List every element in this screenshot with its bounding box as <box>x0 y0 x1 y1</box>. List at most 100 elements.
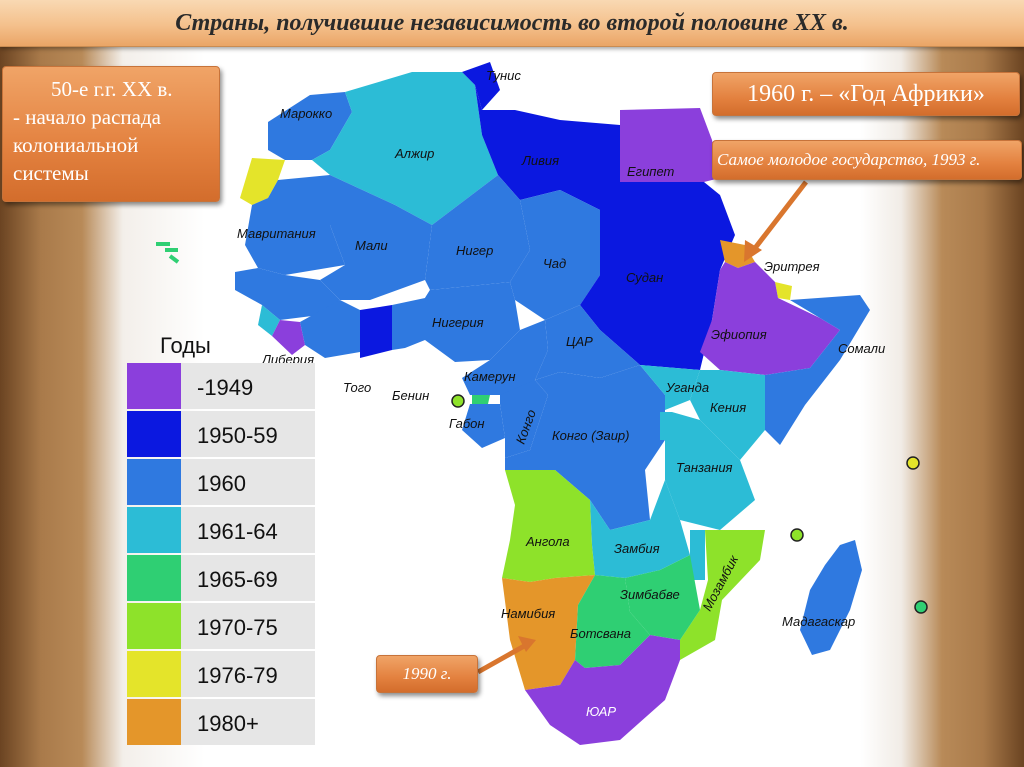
label-algeria: Алжир <box>394 146 434 161</box>
region-algeria <box>312 72 498 225</box>
label-ethiopia: Эфиопия <box>711 327 767 342</box>
label-namibia: Намибия <box>501 606 555 621</box>
label-mauritania: Мавритания <box>237 226 316 241</box>
legend-swatch <box>127 459 181 505</box>
arrow-to-namibia <box>476 642 528 675</box>
label-zambia: Замбия <box>614 541 660 556</box>
region-nigeria <box>425 282 520 362</box>
label-morocco: Марокко <box>280 106 332 121</box>
legend-label: 1970-75 <box>197 615 278 640</box>
region-namibia <box>502 575 595 690</box>
region-sierra-leone <box>258 305 280 336</box>
region-mauritius <box>914 600 928 614</box>
legend-label: 1980+ <box>197 711 259 736</box>
arrow-to-eritrea <box>750 180 808 254</box>
region-angola <box>502 470 595 582</box>
region-equatorial-guinea <box>472 395 490 404</box>
label-sudan: Судан <box>626 270 663 285</box>
label-togo: Того <box>343 380 371 395</box>
callout-africa-year-text: 1960 г. – «Год Африки» <box>747 80 985 107</box>
region-sao-tome <box>451 394 465 408</box>
region-chad <box>510 190 600 320</box>
title-bar: Страны, получившие независимость во втор… <box>0 0 1024 47</box>
legend-swatch <box>127 699 181 745</box>
region-niger <box>425 175 530 290</box>
region-egypt <box>620 108 720 182</box>
legend-label-bg <box>181 363 315 409</box>
region-sudan <box>580 182 735 370</box>
page-title: Страны, получившие независимость во втор… <box>175 9 849 36</box>
label-libya: Ливия <box>521 153 559 168</box>
region-car <box>535 305 640 380</box>
region-tunisia <box>462 62 500 110</box>
region-south-africa <box>525 635 680 745</box>
legend-label: -1949 <box>197 375 253 400</box>
legend-label: 1950-59 <box>197 423 278 448</box>
legend-label: 1961-64 <box>197 519 278 544</box>
label-uganda: Уганда <box>665 380 709 395</box>
label-cameroon: Камерун <box>464 369 516 384</box>
region-zaire <box>505 365 665 530</box>
region-mali <box>320 175 432 300</box>
legend-label-bg <box>181 411 315 457</box>
region-tanzania <box>665 412 755 530</box>
region-ethiopia <box>700 262 840 375</box>
label-gabon: Габон <box>449 416 485 431</box>
legend: Годы -1949 1950-59 1960 1961-64 1965-69 1970-… <box>127 333 315 745</box>
region-cameroon <box>462 320 548 395</box>
region-somalia <box>765 295 870 445</box>
region-libya <box>475 85 620 210</box>
legend-label-bg <box>181 555 315 601</box>
label-tunisia: Тунис <box>486 68 521 83</box>
callout-namibia-year: 1990 г. <box>376 655 478 693</box>
label-tanzania: Танзания <box>676 460 733 475</box>
region-togo-benin <box>392 290 430 350</box>
legend-swatch <box>127 603 181 649</box>
label-madagascar: Мадагаскар <box>782 614 855 629</box>
label-somalia: Сомали <box>838 341 885 356</box>
label-chad: Чад <box>543 256 566 271</box>
legend-swatch <box>127 651 181 697</box>
region-eritrea <box>720 240 755 268</box>
region-ivory-coast <box>300 300 360 358</box>
legend-swatch <box>127 411 181 457</box>
region-western-sahara <box>240 158 285 205</box>
label-niger: Нигер <box>456 243 493 258</box>
region-madagascar <box>800 540 862 655</box>
label-angola: Ангола <box>525 534 570 549</box>
region-zimbabwe <box>625 555 700 640</box>
legend-swatch <box>127 363 181 409</box>
region-mozambique <box>680 530 765 660</box>
callout-fifties: 50-е г.г. XX в. - начало распада колониаль… <box>2 66 220 202</box>
region-liberia <box>272 320 305 355</box>
region-djibouti <box>775 282 792 300</box>
region-morocco <box>268 92 352 160</box>
legend-label-bg <box>181 507 315 553</box>
legend-label-bg <box>181 603 315 649</box>
label-kenya: Кения <box>710 400 746 415</box>
label-south-africa: ЮАР <box>586 704 616 719</box>
callout-youngest-text: Самое молодое государство, 1993 г. <box>717 150 981 169</box>
legend-swatch <box>127 555 181 601</box>
callout-fifties-line: колониальной <box>13 133 139 157</box>
callout-fifties-line: - начало распада <box>13 105 161 129</box>
legend-label: 1976-79 <box>197 663 278 688</box>
legend-label: 1965-69 <box>197 567 278 592</box>
legend-label-bg <box>181 459 315 505</box>
region-ghana <box>360 305 392 358</box>
region-gabon <box>462 404 505 448</box>
legend-title: Годы <box>160 333 211 358</box>
callout-africa-year: 1960 г. – «Год Африки» <box>712 72 1020 116</box>
legend-label-bg <box>181 699 315 745</box>
label-nigeria: Нигерия <box>432 315 484 330</box>
region-cape-verde <box>156 242 180 264</box>
region-seychelles <box>906 456 920 470</box>
callout-youngest: Самое молодое государство, 1993 г. <box>712 140 1022 180</box>
label-zimbabwe: Зимбабве <box>620 587 680 602</box>
legend-swatch <box>127 507 181 553</box>
legend-label-bg <box>181 651 315 697</box>
label-mali: Мали <box>355 238 388 253</box>
region-malawi <box>690 530 705 580</box>
label-botswana: Ботсвана <box>570 626 631 641</box>
